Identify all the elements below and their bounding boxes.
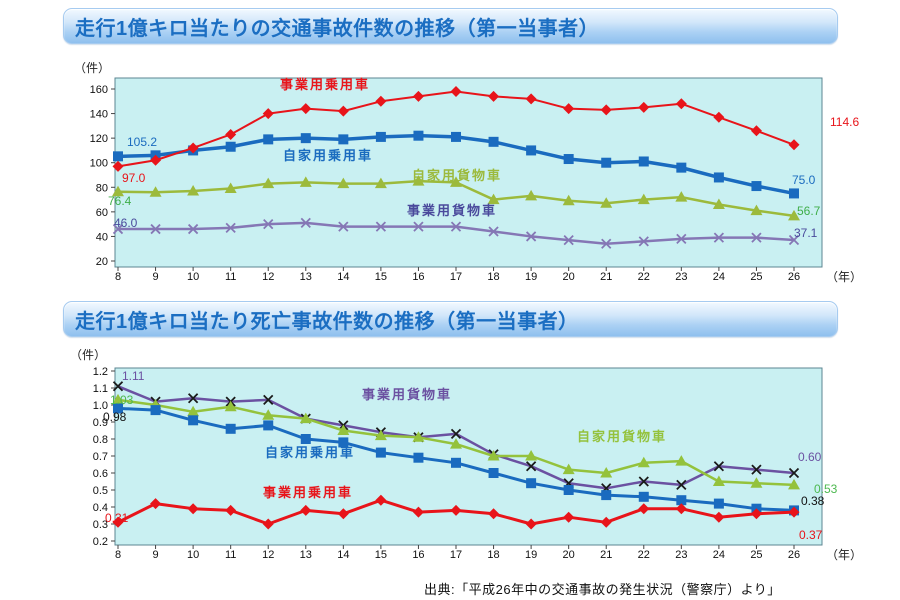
- svg-text:0.31: 0.31: [105, 511, 129, 525]
- svg-text:22: 22: [638, 549, 650, 561]
- svg-text:19: 19: [525, 549, 537, 561]
- svg-text:12: 12: [262, 549, 274, 561]
- svg-text:0.8: 0.8: [93, 434, 108, 446]
- fatal-accidents-chart-title: 走行1億キロ当たり死亡事故件数の推移（第一当事者）: [75, 310, 579, 333]
- svg-text:17: 17: [450, 271, 462, 283]
- svg-text:21: 21: [600, 549, 612, 561]
- svg-text:46.0: 46.0: [114, 216, 138, 230]
- svg-text:0.38: 0.38: [801, 494, 825, 508]
- svg-text:16: 16: [412, 549, 424, 561]
- svg-text:0.3: 0.3: [93, 519, 108, 531]
- svg-text:24: 24: [713, 549, 725, 561]
- svg-text:1.2: 1.2: [93, 366, 108, 378]
- svg-text:自家用乗用車: 自家用乗用車: [265, 445, 355, 460]
- svg-text:10: 10: [187, 271, 199, 283]
- svg-text:18: 18: [487, 271, 499, 283]
- svg-text:37.1: 37.1: [794, 226, 818, 240]
- svg-text:事業用乗用車: 事業用乗用車: [280, 77, 370, 92]
- svg-text:160: 160: [90, 84, 108, 96]
- svg-text:自家用乗用車: 自家用乗用車: [283, 148, 373, 163]
- svg-text:24: 24: [713, 271, 725, 283]
- svg-text:事業用貨物車: 事業用貨物車: [407, 203, 497, 218]
- svg-text:19: 19: [525, 271, 537, 283]
- svg-text:23: 23: [675, 549, 687, 561]
- svg-text:9: 9: [152, 549, 158, 561]
- svg-text:26: 26: [788, 549, 800, 561]
- svg-text:0.37: 0.37: [799, 528, 823, 542]
- source-note: 出典:「平成26年中の交通事故の発生状況（警察庁）より」: [424, 582, 781, 597]
- svg-text:140: 140: [90, 109, 108, 121]
- svg-text:0.9: 0.9: [93, 417, 108, 429]
- svg-text:10: 10: [187, 549, 199, 561]
- svg-text:114.6: 114.6: [830, 115, 859, 129]
- svg-text:0.4: 0.4: [93, 502, 108, 514]
- svg-text:0.2: 0.2: [93, 536, 108, 548]
- svg-text:0.5: 0.5: [93, 485, 108, 497]
- svg-text:9: 9: [152, 271, 158, 283]
- svg-text:11: 11: [225, 549, 236, 561]
- svg-text:20: 20: [96, 256, 108, 268]
- svg-text:76.4: 76.4: [108, 194, 132, 208]
- svg-text:120: 120: [90, 133, 108, 145]
- accidents-chart-title: 走行1億キロ当たりの交通事故件数の推移（第一当事者）: [75, 17, 600, 40]
- svg-text:（年）: （年）: [826, 548, 862, 562]
- svg-text:14: 14: [337, 271, 349, 283]
- svg-text:1.03: 1.03: [110, 393, 134, 407]
- svg-text:13: 13: [300, 271, 312, 283]
- svg-text:18: 18: [487, 549, 499, 561]
- svg-text:1.0: 1.0: [93, 400, 108, 412]
- svg-text:（件）: （件）: [70, 348, 106, 362]
- svg-text:13: 13: [300, 549, 312, 561]
- svg-text:事業用貨物車: 事業用貨物車: [362, 387, 452, 402]
- accidents-chart-title-banner: 走行1億キロ当たりの交通事故件数の推移（第一当事者）: [63, 8, 838, 44]
- svg-text:自家用貨物車: 自家用貨物車: [577, 429, 667, 444]
- svg-text:（件）: （件）: [74, 61, 110, 75]
- svg-text:1.11: 1.11: [122, 369, 145, 383]
- svg-text:1.1: 1.1: [93, 383, 108, 395]
- svg-text:75.0: 75.0: [792, 173, 816, 187]
- svg-text:14: 14: [337, 549, 349, 561]
- svg-text:20: 20: [563, 271, 575, 283]
- svg-text:22: 22: [638, 271, 650, 283]
- svg-text:23: 23: [675, 271, 687, 283]
- svg-text:0.60: 0.60: [798, 450, 822, 464]
- svg-text:26: 26: [788, 271, 800, 283]
- svg-text:0.53: 0.53: [814, 482, 838, 496]
- svg-text:（年）: （年）: [826, 270, 862, 284]
- svg-text:97.0: 97.0: [122, 171, 146, 185]
- svg-text:105.2: 105.2: [127, 135, 157, 149]
- svg-text:20: 20: [563, 549, 575, 561]
- svg-text:自家用貨物車: 自家用貨物車: [412, 168, 502, 183]
- svg-text:事業用乗用車: 事業用乗用車: [263, 485, 353, 500]
- svg-text:16: 16: [412, 271, 424, 283]
- svg-text:12: 12: [262, 271, 274, 283]
- svg-text:40: 40: [96, 231, 108, 243]
- svg-text:25: 25: [750, 271, 762, 283]
- svg-text:0.6: 0.6: [93, 468, 108, 480]
- svg-text:11: 11: [225, 271, 236, 283]
- svg-text:0.7: 0.7: [93, 451, 108, 463]
- svg-text:100: 100: [90, 158, 108, 170]
- svg-text:8: 8: [115, 549, 121, 561]
- svg-text:0.98: 0.98: [103, 410, 127, 424]
- svg-text:80: 80: [96, 182, 108, 194]
- fatal-accidents-chart-title-banner: 走行1億キロ当たり死亡事故件数の推移（第一当事者）: [63, 301, 838, 337]
- svg-text:56.7: 56.7: [797, 204, 821, 218]
- svg-text:8: 8: [115, 271, 121, 283]
- svg-text:15: 15: [375, 271, 387, 283]
- svg-text:15: 15: [375, 549, 387, 561]
- svg-text:25: 25: [750, 549, 762, 561]
- svg-text:17: 17: [450, 549, 462, 561]
- svg-text:60: 60: [96, 207, 108, 219]
- svg-text:21: 21: [600, 271, 612, 283]
